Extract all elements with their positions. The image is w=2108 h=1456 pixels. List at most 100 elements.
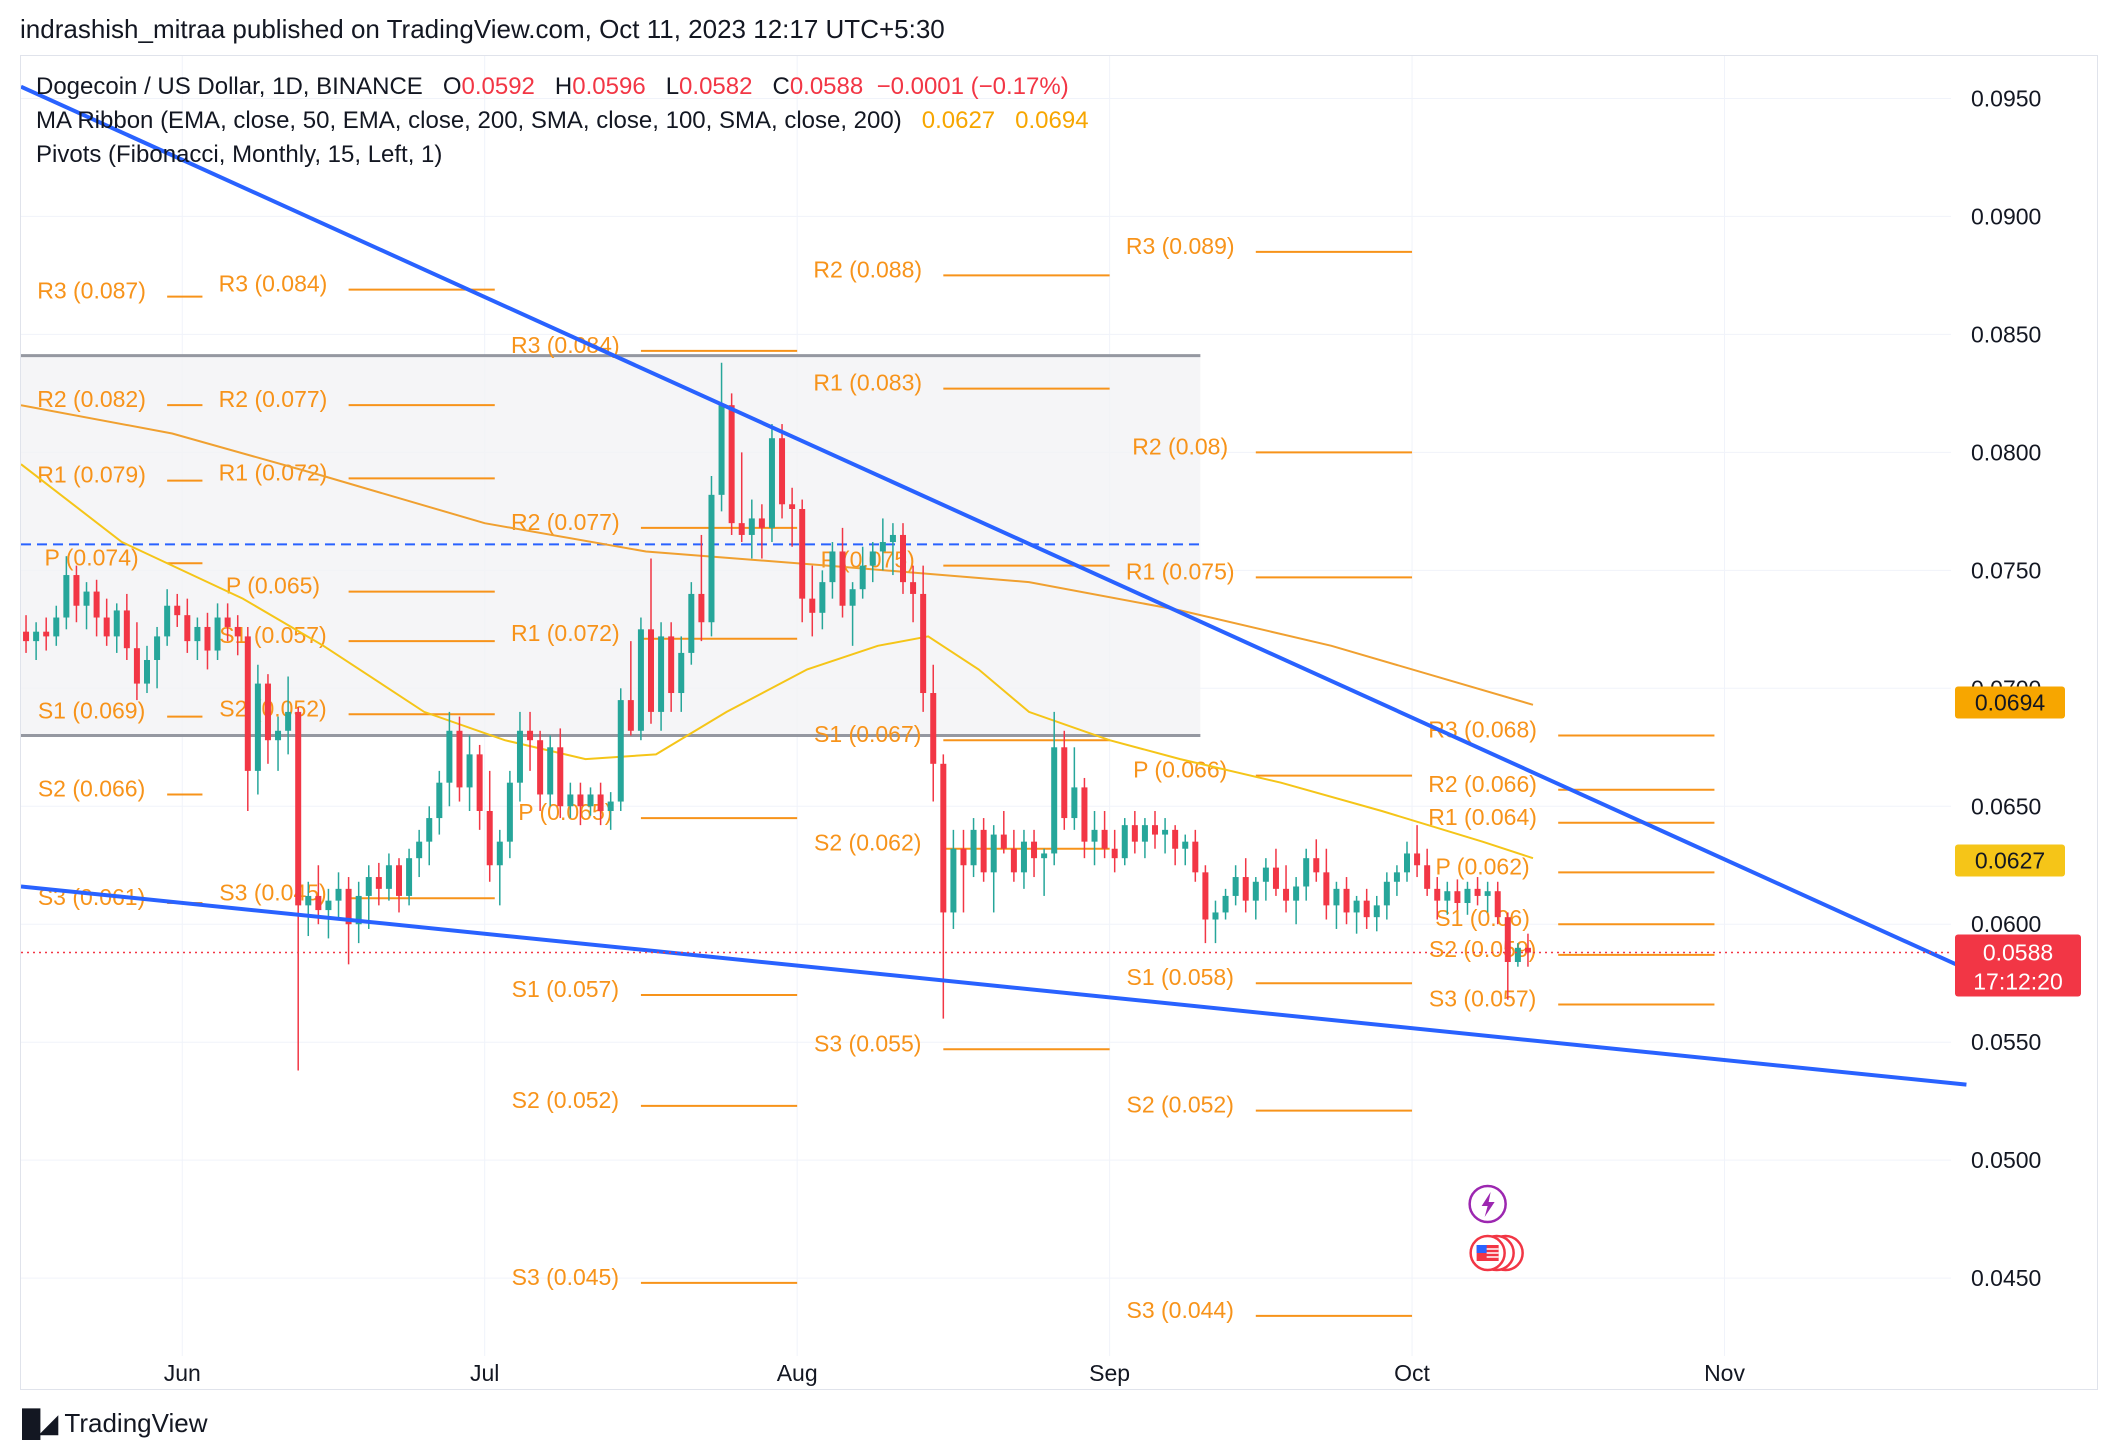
candle-body (365, 877, 372, 896)
candle-body (708, 494, 715, 623)
candle-body (1494, 891, 1501, 918)
candle-body (516, 730, 523, 783)
bar-countdown: 17:12:20 (1973, 969, 2063, 995)
candle-body (385, 865, 392, 889)
pivot-label-s1: S1 (0.069) (38, 698, 145, 724)
candle-body (103, 617, 110, 637)
candle-body (1081, 787, 1088, 842)
pivot-label-p: P (0.066) (1133, 757, 1227, 783)
pivot-label-r1: R1 (0.075) (1126, 558, 1235, 584)
candle-body (597, 794, 604, 811)
candle-body (940, 763, 947, 913)
pivot-label-p: P (0.065) (518, 799, 612, 825)
candle-body (1293, 886, 1300, 901)
chart-frame[interactable]: R3 (0.087) R2 (0.082) R1 (0.079) P (0.074) S… (20, 55, 2098, 1390)
candle-body (1182, 841, 1189, 849)
legend-symbol-row[interactable]: Dogecoin / US Dollar, 1D, BINANCE O0.059… (36, 70, 1089, 104)
candle-body (577, 794, 584, 807)
pivot-label-r3: R3 (0.087) (37, 278, 146, 304)
candle-body (688, 593, 695, 653)
candle-body (1071, 787, 1078, 819)
pivot-label-s3: S3 (0.045) (512, 1264, 619, 1290)
us-flag-canton-icon (1476, 1245, 1487, 1253)
candle-body (1272, 867, 1279, 889)
candle-body (607, 801, 614, 811)
candle-body (698, 593, 705, 623)
legend-low-value: 0.0582 (679, 73, 753, 100)
candle-body (819, 582, 826, 613)
pivot-label-r3: R3 (0.084) (219, 271, 328, 297)
candle-body (1393, 872, 1400, 882)
pivot-label-s1: S1 (0.058) (1126, 964, 1233, 990)
candle-body (869, 551, 876, 566)
candle-body (436, 782, 443, 819)
candle-body (123, 610, 130, 649)
candle-body (668, 636, 675, 694)
candle-body (264, 683, 271, 741)
candle-body (839, 551, 846, 606)
candle-body (224, 617, 231, 627)
y-axis-tick: 0.0850 (1971, 321, 2041, 347)
candle-body (1363, 900, 1370, 918)
candle-body (950, 848, 957, 913)
candle-body (990, 834, 997, 873)
candle-body (587, 794, 594, 807)
pivot-label-s1: S1 (0.067) (814, 721, 921, 747)
legend-ma-ribbon: MA Ribbon (EMA, close, 50, EMA, close, 2… (36, 107, 902, 134)
candle-body (738, 523, 745, 535)
candle-body (1323, 872, 1330, 906)
candle-body (779, 438, 786, 505)
candle-body (829, 551, 836, 583)
candle-body (1262, 867, 1269, 882)
y-axis-tick: 0.0750 (1971, 557, 2041, 583)
ema50-price-tag: 0.0627 (1975, 848, 2045, 874)
candle-body (113, 610, 120, 637)
candle-body (970, 829, 977, 866)
legend-high-value: 0.0596 (572, 73, 646, 100)
candle-body (295, 711, 302, 906)
ema200-line (21, 404, 1534, 706)
legend-open-value: 0.0592 (461, 73, 535, 100)
candle-body (1424, 865, 1431, 889)
y-axis-tick: 0.0500 (1971, 1147, 2041, 1173)
x-axis-tick-nov: Nov (1704, 1360, 1745, 1386)
pivot-label-r1: R1 (0.079) (37, 462, 146, 488)
pivot-label-s2: S2 (0.062) (814, 830, 921, 856)
last-price-tag: 0.0588 (1983, 940, 2053, 966)
candle-body (910, 582, 917, 594)
candle-body (1474, 888, 1481, 896)
legend-ma-value-2: 0.0694 (1015, 107, 1089, 134)
trendline-upper (21, 84, 1968, 971)
y-axis-tick: 0.0550 (1971, 1029, 2041, 1055)
candle-body (406, 858, 413, 896)
candle-body (1192, 841, 1199, 873)
y-axis-tick: 0.0650 (1971, 793, 2041, 819)
legend-close-label: C (772, 73, 790, 100)
candle-body (456, 730, 463, 788)
candle-body (93, 591, 100, 618)
pivot-label-s3: S3 (0.044) (1126, 1297, 1233, 1323)
candle-body (1020, 841, 1027, 873)
legend-open-label: O (442, 73, 462, 100)
candle-body (506, 782, 513, 842)
candle-body (920, 593, 927, 694)
pivot-label-s1: S1 (0.06) (1435, 905, 1530, 931)
candle-body (930, 693, 937, 764)
legend-ma-value-1: 0.0627 (921, 107, 996, 134)
candle-body (1404, 853, 1410, 873)
candle-body (184, 615, 191, 642)
y-axis-tick: 0.0950 (1971, 85, 2041, 111)
pivot-label-r3: R3 (0.084) (511, 332, 620, 358)
pivot-label-s1: S1 (0.057) (512, 976, 619, 1002)
candle-body (63, 575, 70, 618)
legend-ma-ribbon-row[interactable]: MA Ribbon (EMA, close, 50, EMA, close, 2… (36, 104, 1089, 138)
pivot-label-r2: R2 (0.088) (813, 256, 922, 282)
legend-pivots-row[interactable]: Pivots (Fibonacci, Monthly, 15, Left, 1) (36, 138, 1089, 172)
tradingview-logo[interactable]: █◢ TradingView (22, 1408, 208, 1439)
ema200-price-tag-bg (1955, 686, 2065, 719)
price-chart[interactable]: R3 (0.087) R2 (0.082) R1 (0.079) P (0.074) S… (21, 56, 2097, 1389)
candle-body (396, 865, 402, 896)
candle-body (758, 518, 765, 528)
tradingview-logo-icon: █◢ (22, 1408, 58, 1438)
tradingview-brand: TradingView (64, 1408, 208, 1438)
